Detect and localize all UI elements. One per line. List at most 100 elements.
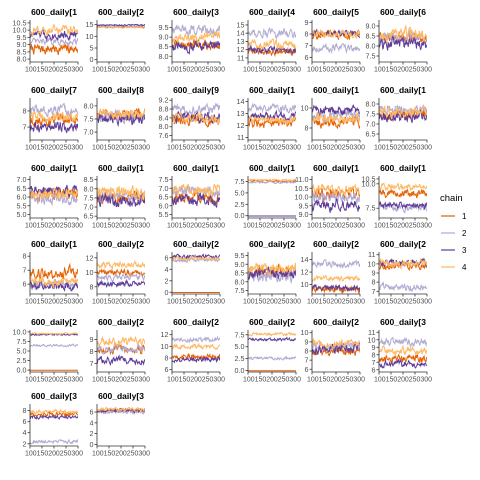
y-axis: 12 10 8 (86, 252, 98, 294)
x-tick-labels: 100150200250300 (374, 221, 432, 230)
y-tick-label: 8 (90, 282, 94, 291)
chain-4-trace (379, 182, 427, 192)
legend-label: 2 (462, 229, 467, 238)
y-tick-label: 6 (23, 280, 27, 289)
y-tick-label: 7.6 (159, 131, 169, 140)
y-tick-label: 8.0 (366, 100, 376, 109)
x-tick-labels: 100150200250300 (243, 65, 301, 74)
trace-panel: 600_daily[1 10.510.0 7.5 100150200250300 (362, 163, 433, 230)
y-tick-label: 8 (305, 124, 309, 133)
x-axis: 100150200250300 (374, 217, 432, 230)
x-tick-labels: 100150200250300 (92, 375, 150, 384)
y-tick-label: 6.0 (17, 193, 27, 202)
y-tick-label: 5.0 (17, 210, 27, 219)
y-tick-label: 6 (372, 365, 376, 374)
x-axis: 100150200250300 (92, 371, 150, 384)
x-tick-labels: 100150200250300 (374, 65, 432, 74)
panel-title: 600_daily[2 (249, 317, 295, 327)
chain-3-trace (248, 265, 296, 280)
chain-2-trace (30, 36, 78, 47)
x-tick-labels: 100150200250300 (243, 143, 301, 152)
panel-title: 600_daily[1 (380, 85, 426, 95)
x-tick-labels: 100150200250300 (243, 375, 301, 384)
chain-2-trace (379, 280, 427, 293)
chain-4-trace (312, 183, 360, 196)
x-axis: 100150200250300 (374, 371, 432, 384)
trace-panel: 600_daily[8 8.0 7.5 7.0 100150200250300 (84, 85, 151, 152)
y-axis: 8 6 4 2 (23, 404, 31, 448)
y-tick-label: 9.0 (17, 40, 27, 49)
y-tick-label: 7.5 (366, 110, 376, 119)
legend-item: 1 (441, 212, 467, 221)
y-tick-label: 8 (90, 347, 94, 356)
y-tick-label: 11 (368, 328, 375, 337)
y-tick-label: 0.0 (17, 366, 27, 375)
trace-panel: 600_daily[1 8 7 6 100150200250300 (23, 239, 84, 306)
y-tick-label: 8.5 (17, 47, 27, 56)
y-tick-label: 2 (90, 429, 94, 438)
y-tick-label: 8.0 (159, 52, 169, 61)
x-axis: 100150200250300 (243, 371, 301, 384)
chain-1-trace (379, 353, 427, 365)
chain-4-trace (312, 28, 360, 40)
chain-3-trace (379, 358, 427, 369)
y-tick-label: 9.5 (235, 251, 245, 260)
y-tick-label: 2 (23, 439, 27, 448)
y-tick-label: 10 (301, 328, 309, 337)
y-tick-label: 8.5 (366, 32, 376, 41)
y-tick-label: 6.5 (159, 193, 169, 202)
y-tick-label: 7.5 (84, 193, 94, 202)
y-tick-label: 10 (86, 32, 94, 41)
y-tick-label: 12 (161, 330, 169, 339)
y-tick-label: 7 (305, 41, 309, 50)
chain-2-trace (379, 201, 427, 214)
x-tick-labels: 100150200250300 (25, 143, 83, 152)
y-tick-label: 6 (165, 365, 169, 374)
y-tick-label: 6 (23, 417, 27, 426)
chain-3-trace (97, 354, 145, 366)
chain-4-trace (172, 30, 220, 45)
y-tick-label: 9.0 (159, 33, 169, 42)
x-tick-labels: 100150200250300 (307, 221, 365, 230)
x-axis: 100150200250300 (167, 293, 225, 306)
chain-3-trace (97, 23, 145, 27)
x-tick-labels: 100150200250300 (374, 297, 432, 306)
chain-3-trace (312, 340, 360, 356)
panel-title: 600_daily[1 (98, 163, 144, 173)
y-tick-label: 8.5 (84, 175, 94, 184)
y-axis: 6 4 2 0 (165, 252, 173, 297)
y-tick-label: 9 (305, 18, 309, 27)
panel-title: 600_daily[2 (173, 317, 219, 327)
chain-1-trace (30, 262, 78, 280)
x-tick-labels: 100150200250300 (25, 65, 83, 74)
chain-4-trace (172, 255, 220, 262)
panel-title: 600_daily[3 (380, 317, 426, 327)
y-tick-label: 10.5 (295, 184, 309, 193)
y-tick-label: 9 (372, 269, 376, 278)
y-axis: 11.010.510.09.59.0 (295, 175, 313, 219)
y-tick-label: 6 (305, 365, 309, 374)
chain-1-trace (379, 188, 427, 199)
chain-4-trace (312, 337, 360, 349)
y-tick-label: 8.0 (366, 42, 376, 51)
y-tick-label: 10.0 (295, 193, 309, 202)
chain-4-trace (248, 178, 296, 183)
y-tick-label: 10.0 (13, 26, 27, 35)
panel-title: 600_daily[2 (380, 239, 426, 249)
panel-title: 600_daily[1 (31, 239, 77, 249)
y-tick-label: 8 (165, 354, 169, 363)
y-axis: 87 (23, 98, 31, 140)
y-tick-label: 7.5 (235, 177, 245, 186)
chain-3-trace (97, 278, 145, 288)
chain-2-trace (248, 27, 296, 39)
y-tick-label: 12 (86, 253, 94, 262)
chain-4-trace (97, 259, 145, 270)
y-tick-label: 5.5 (17, 201, 27, 210)
y-tick-label: 0.0 (235, 366, 245, 375)
